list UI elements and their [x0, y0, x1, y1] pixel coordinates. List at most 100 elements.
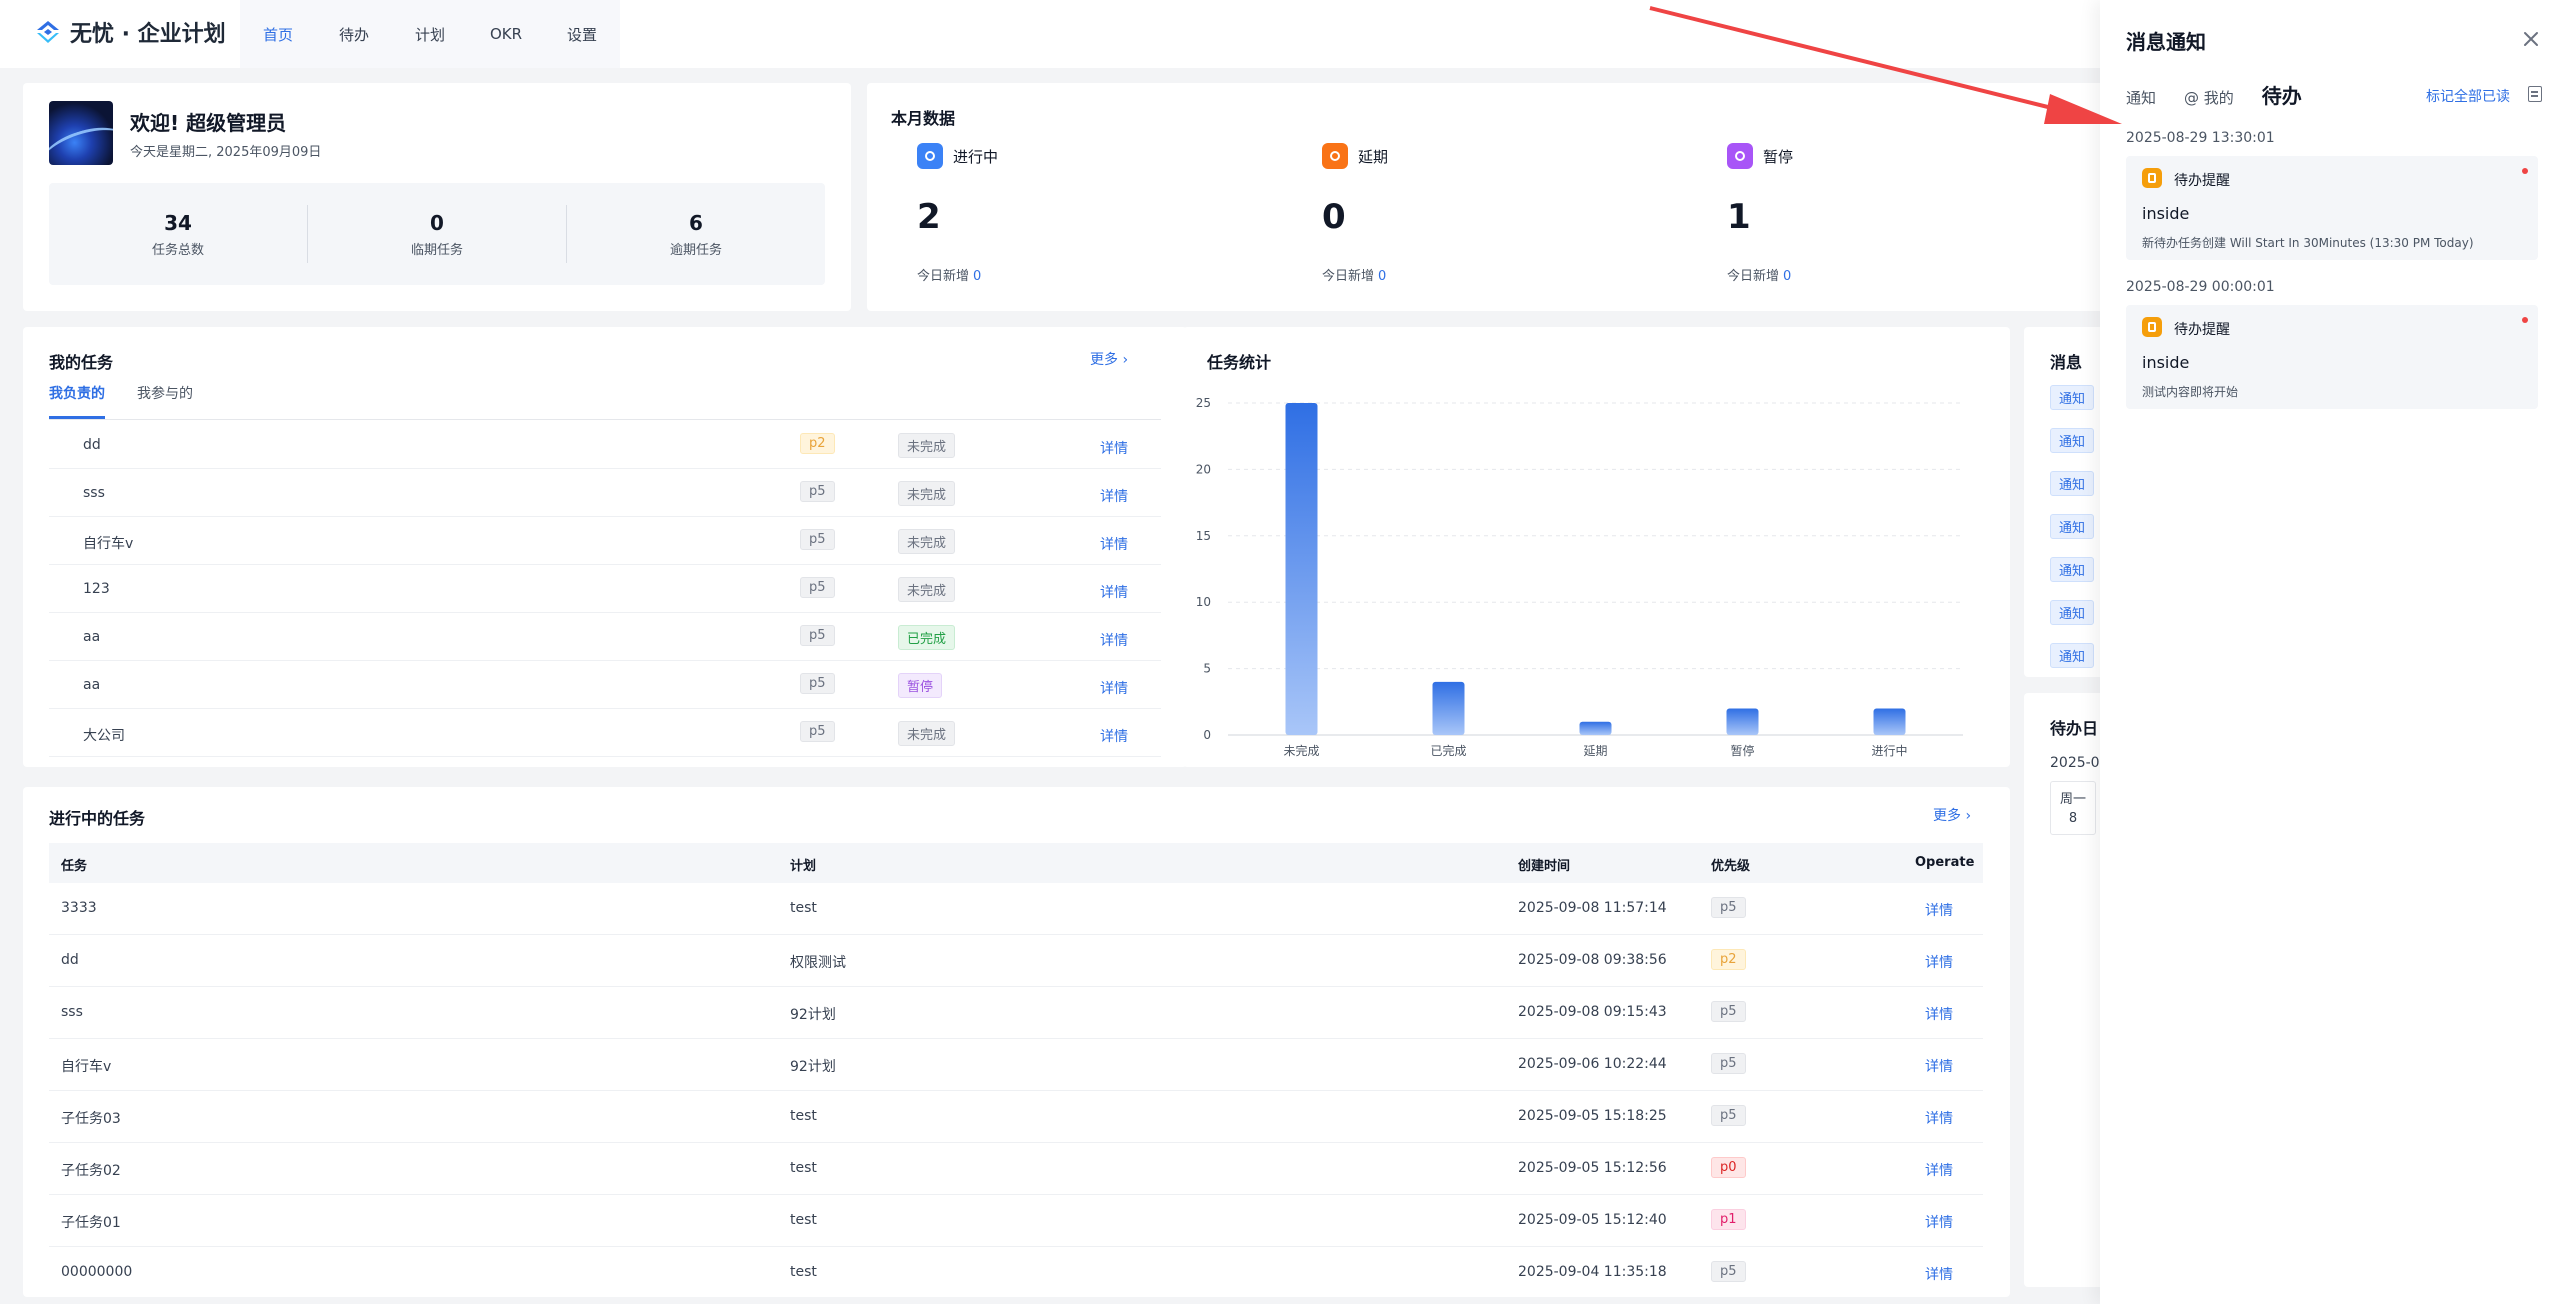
table-row[interactable]: 自行车v p5 未完成 详情 [49, 517, 1161, 565]
document-icon[interactable] [2528, 86, 2542, 102]
notice-badge[interactable]: 通知 [2050, 557, 2095, 582]
detail-link[interactable]: 详情 [1100, 729, 1128, 745]
table-row[interactable]: aa p5 已完成 详情 [49, 613, 1161, 661]
notice-badge[interactable]: 通知 [2050, 514, 2095, 539]
avatar[interactable] [49, 101, 113, 165]
nav-item-2[interactable]: 计划 [414, 25, 445, 44]
month-data-title: 本月数据 [891, 109, 956, 128]
plan-name: test [790, 1264, 817, 1280]
table-row[interactable]: 子任务02 test 2025-09-05 15:12:56 p0 详情 [49, 1143, 1983, 1195]
bar[interactable] [1579, 721, 1612, 735]
priority-tag: p5 [800, 529, 835, 550]
unread-dot [2522, 168, 2528, 174]
priority-tag: p2 [1711, 949, 1746, 970]
table-row[interactable]: dd 权限测试 2025-09-08 09:38:56 p2 详情 [49, 935, 1983, 987]
tab-participating[interactable]: 我参与的 [137, 386, 193, 402]
detail-link[interactable]: 详情 [1925, 1059, 1953, 1075]
clipboard-icon [2142, 317, 2162, 337]
month-stat-label: 延期 [1358, 147, 1389, 166]
message-card[interactable]: 待办提醒 inside 新待办任务创建 Will Start In 30Minute… [2126, 156, 2538, 260]
my-tasks-more-link[interactable]: 更多 › [1090, 349, 1128, 369]
status-badge: 未完成 [898, 433, 956, 458]
notice-badge[interactable]: 通知 [2050, 385, 2095, 410]
logo-icon [37, 21, 59, 43]
month-stat-2[interactable]: 暂停 1 今日新增 0 [1727, 143, 1793, 284]
close-icon[interactable] [2520, 28, 2542, 50]
nav-item-0[interactable]: 首页 [262, 25, 293, 44]
detail-link[interactable]: 详情 [1925, 1163, 1953, 1179]
notice-badge[interactable]: 通知 [2050, 428, 2095, 453]
table-row[interactable]: 自行车v 92计划 2025-09-06 10:22:44 p5 详情 [49, 1039, 1983, 1091]
in-progress-more-link[interactable]: 更多 › [1933, 805, 1971, 825]
bar[interactable] [1285, 403, 1318, 735]
message-title: inside [2142, 204, 2190, 223]
detail-link[interactable]: 详情 [1925, 1267, 1953, 1283]
stat-due-soon[interactable]: 0 临期任务 [308, 205, 567, 263]
table-row[interactable]: 子任务03 test 2025-09-05 15:18:25 p5 详情 [49, 1091, 1983, 1143]
table-row[interactable]: sss p5 未完成 详情 [49, 469, 1161, 517]
tab-mentions[interactable]: @ 我的 [2184, 89, 2234, 107]
col-operate: Operate [1915, 855, 1975, 870]
detail-link[interactable]: 详情 [1100, 585, 1128, 601]
detail-link[interactable]: 详情 [1925, 1215, 1953, 1231]
created-time: 2025-09-05 15:18:25 [1518, 1108, 1667, 1124]
detail-link[interactable]: 详情 [1100, 537, 1128, 553]
table-row[interactable]: aa p5 暂停 详情 [49, 661, 1161, 709]
tab-notice[interactable]: 通知 [2126, 89, 2157, 107]
table-row[interactable]: 大公司 p5 未完成 详情 [49, 709, 1161, 757]
app-logo[interactable]: 无忧 · 企业计划 [34, 16, 226, 48]
notice-badge[interactable]: 通知 [2050, 600, 2095, 625]
tab-todo[interactable]: 待办 [2261, 84, 2302, 108]
bar[interactable] [1873, 708, 1906, 735]
message-time: 2025-08-29 13:30:01 [2126, 130, 2275, 146]
table-row[interactable]: 子任务01 test 2025-09-05 15:12:40 p1 详情 [49, 1195, 1983, 1247]
priority-tag: p5 [800, 721, 835, 742]
table-row[interactable]: 3333 test 2025-09-08 11:57:14 p5 详情 [49, 883, 1983, 935]
stat-value: 6 [689, 210, 703, 235]
month-stat-1[interactable]: 延期 0 今日新增 0 [1322, 143, 1388, 284]
task-name: 123 [83, 581, 110, 597]
bar[interactable] [1726, 708, 1759, 735]
nav-item-4[interactable]: 设置 [566, 25, 597, 44]
created-time: 2025-09-08 09:15:43 [1518, 1004, 1667, 1020]
detail-link[interactable]: 详情 [1925, 1111, 1953, 1127]
tab-responsible[interactable]: 我负责的 [49, 383, 105, 419]
bar[interactable] [1432, 681, 1465, 735]
status-badge: 已完成 [898, 625, 956, 650]
created-time: 2025-09-04 11:35:18 [1518, 1264, 1667, 1280]
stat-overdue[interactable]: 6 逾期任务 [567, 205, 825, 263]
detail-link[interactable]: 详情 [1100, 489, 1128, 505]
chevron-right-icon: › [1965, 808, 1972, 824]
notice-badge[interactable]: 通知 [2050, 471, 2095, 496]
nav-item-3[interactable]: OKR [489, 25, 523, 43]
notice-badge[interactable]: 通知 [2050, 643, 2095, 668]
my-tasks-card: 我的任务 更多 › 我负责的 我参与的 dd p2 未完成 详情 sss p5 未完成 详情自… [23, 327, 1187, 767]
message-card[interactable]: 待办提醒 inside 测试内容即将开始 [2126, 305, 2538, 409]
stat-total[interactable]: 34 任务总数 [49, 205, 308, 263]
month-stat-0[interactable]: 进行中 2 今日新增 0 [917, 143, 998, 284]
priority-tag: p2 [800, 433, 835, 454]
plan-name: test [790, 900, 817, 916]
table-row[interactable]: sss 92计划 2025-09-08 09:15:43 p5 详情 [49, 987, 1983, 1039]
drawer-title: 消息通知 [2126, 30, 2206, 54]
detail-link[interactable]: 详情 [1100, 441, 1128, 457]
task-name: 子任务02 [61, 1163, 121, 1179]
table-row[interactable]: 00000000 test 2025-09-04 11:35:18 p5 详情 [49, 1247, 1983, 1297]
nav-item-1[interactable]: 待办 [338, 25, 369, 44]
table-row[interactable]: 123 p5 未完成 详情 [49, 565, 1161, 613]
calendar-day-cell[interactable]: 周一 8 [2050, 781, 2096, 835]
messages-title: 消息 [2050, 353, 2083, 372]
detail-link[interactable]: 详情 [1100, 633, 1128, 649]
col-plan: 计划 [790, 859, 817, 874]
detail-link[interactable]: 详情 [1925, 903, 1953, 919]
x-tick-label: 进行中 [1871, 743, 1907, 758]
mark-all-read-link[interactable]: 标记全部已读 [2426, 89, 2510, 105]
detail-link[interactable]: 详情 [1100, 681, 1128, 697]
task-stats-card: 任务统计 0 5 10 15 20 25 未完成 已完成 延期 暂停 进行中 [1183, 327, 2010, 767]
table-row[interactable]: dd p2 未完成 详情 [49, 421, 1161, 469]
detail-link[interactable]: 详情 [1925, 955, 1953, 971]
clipboard-icon [2142, 168, 2162, 188]
detail-link[interactable]: 详情 [1925, 1007, 1953, 1023]
status-circle-icon [1727, 143, 1753, 169]
welcome-date: 今天是星期二, 2025年09月09日 [130, 145, 322, 160]
